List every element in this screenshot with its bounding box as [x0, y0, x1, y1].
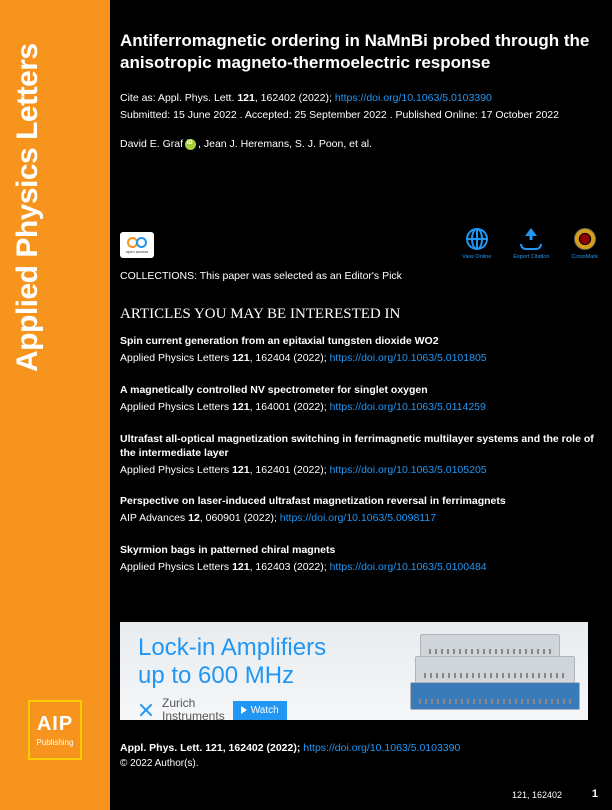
footer-copyright: © 2022 Author(s).: [120, 757, 199, 771]
export-icon: [520, 228, 542, 250]
cite-volume: 121: [237, 92, 255, 104]
ref-title: A magnetically controlled NV spectromete…: [120, 383, 598, 397]
publisher-logo-sub: Publishing: [37, 738, 74, 747]
globe-icon: [466, 228, 488, 250]
open-access-badge: open access: [120, 232, 154, 258]
ad-brand-row: ZurichInstruments Watch: [138, 697, 326, 723]
crossmark-icon: [574, 228, 596, 250]
ad-brand-name: ZurichInstruments: [162, 697, 225, 723]
ref-doi-link[interactable]: https://doi.org/10.1063/5.0114259: [330, 401, 486, 413]
ref-citation: Applied Physics Letters 121, 164001 (202…: [120, 401, 598, 413]
ref-title: Ultrafast all-optical magnetization swit…: [120, 432, 598, 460]
authors-line: David E. Graf , Jean J. Heremans, S. J. P…: [120, 138, 598, 150]
ref-doi-link[interactable]: https://doi.org/10.1063/5.0098117: [280, 512, 436, 524]
footer-doi-link[interactable]: https://doi.org/10.1063/5.0103390: [303, 742, 460, 754]
advertisement-banner[interactable]: Lock-in Amplifiersup to 600 MHz ZurichIn…: [120, 622, 588, 720]
orcid-icon[interactable]: [185, 139, 196, 150]
related-article[interactable]: A magnetically controlled NV spectromete…: [120, 383, 598, 413]
open-access-label: open access: [126, 249, 148, 254]
crossmark-label: CrossMark: [571, 254, 598, 260]
play-icon: [241, 706, 247, 714]
action-bar: View Online Export Citation CrossMark: [462, 228, 598, 260]
footer-citation: Appl. Phys. Lett. 121, 162402 (2022); ht…: [120, 742, 460, 754]
cite-as-line: Cite as: Appl. Phys. Lett. 121, 162402 (…: [120, 92, 598, 104]
ref-title: Skyrmion bags in patterned chiral magnet…: [120, 543, 598, 557]
ref-citation: Applied Physics Letters 121, 162401 (202…: [120, 464, 598, 476]
export-citation-label: Export Citation: [513, 254, 549, 260]
related-article[interactable]: Ultrafast all-optical magnetization swit…: [120, 432, 598, 476]
ref-citation: Applied Physics Letters 121, 162403 (202…: [120, 561, 598, 573]
ad-headline: Lock-in Amplifiersup to 600 MHz: [138, 634, 326, 689]
ad-product-image: [380, 634, 580, 712]
doi-link[interactable]: https://doi.org/10.1063/5.0103390: [335, 92, 492, 104]
article-title: Antiferromagnetic ordering in NaMnBi pro…: [120, 30, 598, 74]
related-articles-heading: ARTICLES YOU MAY BE INTERESTED IN: [120, 306, 400, 323]
ref-doi-link[interactable]: https://doi.org/10.1063/5.0100484: [330, 561, 487, 573]
open-access-icon: [127, 237, 147, 249]
ref-title: Perspective on laser-induced ultrafast m…: [120, 494, 598, 508]
publication-dates: Submitted: 15 June 2022 . Accepted: 25 S…: [120, 108, 598, 123]
publisher-logo-text: AIP: [37, 713, 73, 736]
related-article[interactable]: Spin current generation from an epitaxia…: [120, 334, 598, 364]
ref-doi-link[interactable]: https://doi.org/10.1063/5.0101805: [330, 352, 487, 364]
journal-sidebar: Applied Physics Letters AIP Publishing: [0, 0, 110, 810]
cite-rest: , 162402 (2022);: [255, 92, 335, 104]
page-number: 1: [592, 788, 598, 800]
page-issue: 121, 162402: [512, 790, 562, 800]
main-content: Antiferromagnetic ordering in NaMnBi pro…: [120, 0, 598, 150]
view-online-button[interactable]: View Online: [462, 228, 491, 260]
export-citation-button[interactable]: Export Citation: [513, 228, 549, 260]
author-first[interactable]: David E. Graf: [120, 138, 183, 150]
collections-line: COLLECTIONS: This paper was selected as …: [120, 270, 402, 282]
watch-label: Watch: [251, 705, 279, 716]
ref-title: Spin current generation from an epitaxia…: [120, 334, 598, 348]
ref-doi-link[interactable]: https://doi.org/10.1063/5.0105205: [330, 464, 487, 476]
publisher-logo: AIP Publishing: [28, 700, 82, 760]
related-article[interactable]: Perspective on laser-induced ultrafast m…: [120, 494, 598, 524]
ref-citation: AIP Advances 12, 060901 (2022); https://…: [120, 512, 598, 524]
journal-title: Applied Physics Letters: [11, 43, 45, 372]
authors-rest[interactable]: , Jean J. Heremans, S. J. Poon, et al.: [198, 138, 372, 150]
watch-button[interactable]: Watch: [233, 701, 287, 720]
ref-citation: Applied Physics Letters 121, 162404 (202…: [120, 352, 598, 364]
zurich-logo-icon: [138, 702, 154, 718]
cite-prefix: Cite as: Appl. Phys. Lett.: [120, 92, 237, 104]
related-article[interactable]: Skyrmion bags in patterned chiral magnet…: [120, 543, 598, 573]
view-online-label: View Online: [462, 254, 491, 260]
crossmark-button[interactable]: CrossMark: [571, 228, 598, 260]
